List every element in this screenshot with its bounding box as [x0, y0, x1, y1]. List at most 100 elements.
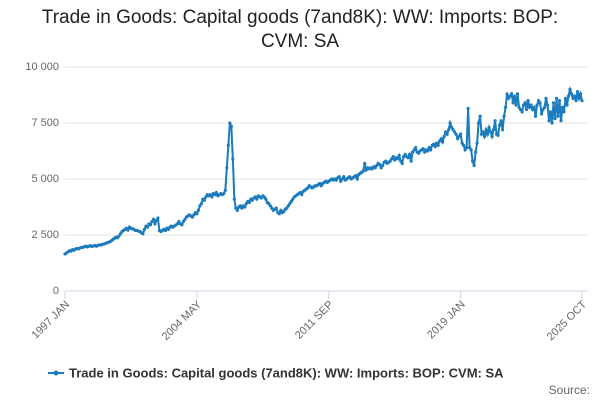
data-point — [268, 204, 272, 208]
data-point — [397, 153, 401, 158]
data-point — [535, 103, 539, 107]
data-point — [234, 206, 238, 210]
data-point — [547, 119, 551, 123]
data-point — [151, 217, 156, 221]
data-point — [571, 96, 575, 100]
data-point — [361, 169, 365, 173]
data-point — [536, 99, 541, 103]
data-point — [255, 197, 259, 201]
data-point — [503, 105, 508, 109]
data-point — [491, 128, 496, 132]
data-point — [342, 175, 346, 179]
x-tick-label: 2004 MAY — [160, 298, 205, 343]
data-point — [289, 199, 293, 203]
data-point — [477, 121, 481, 125]
data-point — [533, 114, 538, 118]
data-point — [506, 96, 511, 100]
data-point — [375, 163, 379, 168]
data-point — [488, 130, 493, 134]
data-point — [412, 148, 416, 152]
data-point — [339, 179, 343, 183]
data-point — [433, 144, 437, 149]
data-point — [355, 177, 359, 181]
data-point — [411, 150, 415, 154]
data-point — [195, 212, 199, 216]
data-point — [340, 177, 344, 181]
x-tick-label: 2025 OCT — [545, 298, 590, 343]
data-point — [445, 132, 449, 136]
data-point — [457, 134, 461, 139]
data-point — [441, 140, 445, 144]
data-point — [548, 110, 553, 114]
data-point — [427, 146, 431, 150]
data-point — [262, 195, 266, 199]
data-point — [279, 208, 283, 212]
data-point — [463, 148, 467, 152]
data-point — [438, 139, 442, 143]
data-point — [214, 190, 218, 195]
data-point — [259, 196, 263, 200]
data-point — [364, 168, 368, 172]
data-point — [453, 130, 457, 134]
data-point — [204, 195, 208, 199]
data-point — [481, 130, 485, 134]
data-point — [181, 219, 185, 224]
data-point — [243, 205, 247, 209]
data-point — [459, 132, 463, 136]
data-point — [298, 190, 302, 195]
data-point — [318, 181, 322, 186]
data-point — [229, 124, 233, 128]
data-point — [141, 232, 145, 236]
data-point — [363, 161, 367, 165]
data-point — [379, 166, 383, 170]
data-point — [373, 166, 377, 170]
data-point — [142, 227, 147, 231]
data-point — [508, 94, 512, 98]
data-point — [554, 96, 559, 100]
data-point — [562, 110, 566, 114]
data-point — [474, 150, 478, 154]
data-point — [384, 159, 388, 163]
data-point — [370, 167, 374, 171]
data-point — [274, 206, 278, 210]
data-point — [421, 147, 425, 151]
data-point — [192, 213, 196, 217]
data-point — [577, 96, 581, 100]
data-point — [472, 163, 476, 168]
data-point — [566, 94, 571, 98]
data-point — [288, 202, 292, 206]
data-point — [574, 99, 578, 103]
data-point — [468, 146, 472, 150]
x-tick-label: 2011 SEP — [293, 299, 336, 342]
data-point — [509, 92, 514, 96]
data-point — [223, 188, 227, 192]
data-point — [450, 125, 454, 130]
data-point — [381, 163, 385, 168]
data-point — [442, 134, 446, 139]
data-point — [198, 204, 202, 208]
data-point — [196, 208, 200, 212]
data-point — [511, 101, 515, 105]
data-point — [337, 175, 341, 179]
data-point — [253, 195, 257, 199]
data-point — [354, 174, 358, 178]
y-tick-label: 0 — [53, 285, 59, 297]
data-point — [559, 119, 563, 123]
data-point — [423, 150, 427, 154]
legend-marker — [53, 370, 59, 376]
data-point — [485, 132, 490, 136]
data-point — [512, 94, 517, 98]
data-point — [541, 107, 545, 112]
data-point — [163, 228, 168, 233]
data-point — [460, 141, 464, 145]
data-point — [568, 87, 572, 91]
data-point — [402, 155, 406, 159]
data-point — [469, 148, 473, 152]
data-point — [388, 159, 392, 163]
data-point — [475, 141, 479, 145]
y-tick-label: 10 000 — [25, 61, 59, 73]
data-point — [493, 119, 497, 123]
data-point — [334, 178, 338, 182]
data-point — [572, 94, 577, 98]
